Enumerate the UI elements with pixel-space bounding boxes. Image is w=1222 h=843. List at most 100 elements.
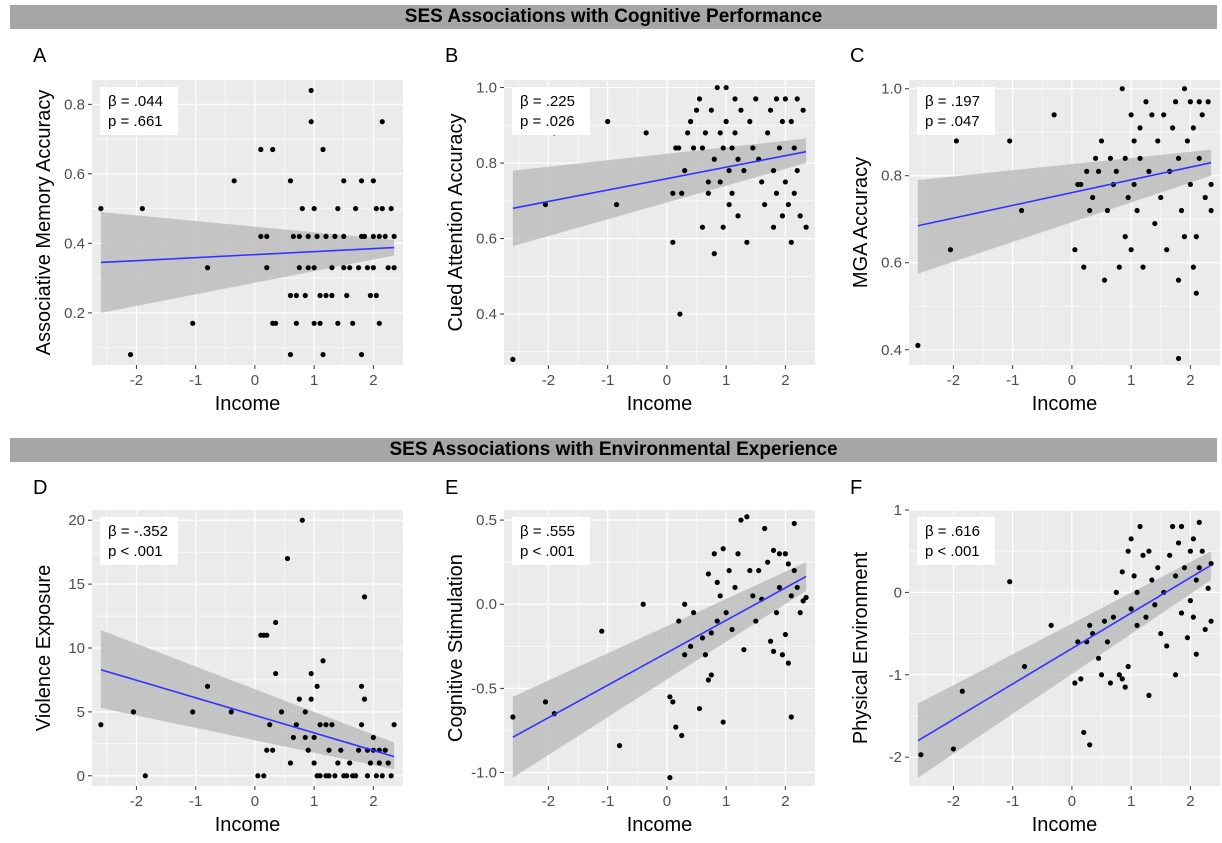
data-point <box>1196 565 1202 571</box>
x-tick-label: -1 <box>1006 372 1019 389</box>
data-point <box>1193 234 1199 240</box>
data-point <box>385 265 391 271</box>
data-point <box>705 190 711 196</box>
data-point <box>682 167 688 174</box>
x-tick-label: 1 <box>310 793 318 810</box>
x-tick-label: -2 <box>947 793 960 810</box>
x-tick-label: 2 <box>369 372 377 389</box>
data-point <box>370 734 376 741</box>
y-tick-label: 1 <box>894 502 902 519</box>
data-point <box>308 119 314 125</box>
data-point <box>1170 125 1176 131</box>
data-point <box>726 167 732 174</box>
data-point <box>773 610 780 616</box>
data-point <box>747 118 753 125</box>
data-point <box>705 179 711 185</box>
data-point <box>1021 663 1028 670</box>
data-point <box>1018 207 1025 214</box>
data-point <box>711 156 717 162</box>
data-point <box>794 584 800 591</box>
data-point <box>308 87 314 94</box>
data-point <box>542 699 549 705</box>
data-point <box>1119 676 1125 682</box>
data-point <box>323 292 329 299</box>
data-point <box>693 107 700 113</box>
data-point <box>1164 643 1170 649</box>
data-point <box>705 677 711 683</box>
data-point <box>1193 577 1199 583</box>
data-point <box>391 265 397 271</box>
section-banner-cognitive: SES Associations with Cognitive Performa… <box>10 5 1217 29</box>
data-point <box>273 670 279 677</box>
data-point <box>773 190 780 196</box>
regression-line <box>917 161 1212 227</box>
data-point <box>358 178 365 184</box>
data-point <box>1178 523 1185 530</box>
data-point <box>776 584 783 591</box>
data-point <box>204 683 211 689</box>
data-point <box>720 145 726 151</box>
confidence-band <box>917 149 1212 274</box>
data-point <box>1119 569 1125 575</box>
y-tick-label: 0.8 <box>64 96 85 113</box>
data-point <box>788 593 794 599</box>
data-point <box>1196 155 1202 161</box>
data-point <box>1175 155 1182 161</box>
data-point <box>753 96 759 102</box>
data-point <box>720 546 726 552</box>
data-point <box>788 239 794 245</box>
y-tick-label: 0.4 <box>881 342 902 359</box>
data-point <box>510 714 516 720</box>
y-tick-label: 1.0 <box>476 80 497 97</box>
data-point <box>1205 585 1211 591</box>
data-point <box>770 648 777 654</box>
data-point <box>696 705 703 712</box>
data-point <box>255 773 261 779</box>
section-banner-environmental: SES Associations with Environmental Expe… <box>10 438 1217 462</box>
data-point <box>690 610 697 616</box>
panel-c: -2 -1 0 1 2 0.4 0.6 0.8 1.0 β = .197 p = .047 C Inco… <box>817 32 1222 432</box>
data-point <box>1143 614 1149 620</box>
data-point <box>287 292 294 299</box>
data-point <box>1196 519 1202 525</box>
data-point <box>708 107 714 113</box>
data-point <box>258 233 264 240</box>
data-point <box>273 320 279 326</box>
data-point <box>918 752 924 758</box>
data-point <box>1116 672 1122 678</box>
y-tick-label: 0.8 <box>881 168 902 185</box>
data-point <box>947 247 954 253</box>
data-point <box>228 709 234 715</box>
data-point <box>788 118 794 125</box>
data-point <box>1134 622 1140 628</box>
data-point <box>1048 622 1054 628</box>
y-tick-label: -1 <box>889 667 902 684</box>
data-point <box>335 205 341 212</box>
data-point <box>341 233 347 240</box>
panel-e: -2 -1 0 1 2 -1.0 -0.5 0.0 0.5 β = .555 p < .001 E In… <box>412 466 817 843</box>
data-point <box>723 84 729 91</box>
data-point <box>385 760 391 766</box>
data-point <box>785 561 791 567</box>
data-point <box>317 773 323 779</box>
data-point <box>1196 99 1202 105</box>
data-point <box>714 618 720 624</box>
data-point <box>702 652 709 658</box>
data-point <box>379 119 385 125</box>
data-point <box>744 514 750 520</box>
data-point <box>326 747 332 753</box>
data-point <box>708 630 714 636</box>
panel-d: -2 -1 0 1 2 0 5 10 15 20 β = -.352 p < .001 D Income V… <box>0 466 405 843</box>
data-point <box>676 145 682 151</box>
data-point <box>1143 99 1149 105</box>
x-axis-label: Income <box>215 393 281 415</box>
data-point <box>1125 548 1131 554</box>
x-tick-label: 2 <box>1186 793 1194 810</box>
panel-letter: E <box>445 477 458 499</box>
data-point <box>1193 290 1199 296</box>
beta-annotation: β = .044 <box>108 93 163 110</box>
data-point <box>711 251 717 257</box>
data-point <box>779 118 786 125</box>
data-point <box>782 179 788 185</box>
panel-letter: B <box>445 45 458 67</box>
